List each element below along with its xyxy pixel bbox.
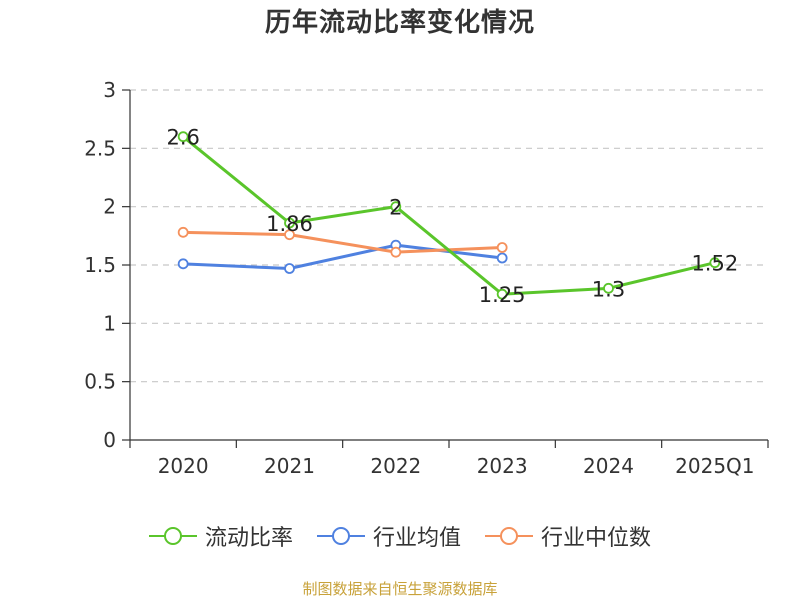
- series-1-point-0: [177, 258, 189, 270]
- data-label-4: 1.3: [592, 277, 625, 301]
- legend-industry-median-icon: [485, 527, 533, 545]
- series-0-point-0: [177, 131, 189, 143]
- x-tick-label-5: 2025Q1: [675, 454, 754, 478]
- data-source-note: 制图数据来自恒生聚源数据库: [302, 580, 498, 598]
- series-1-point-3: [496, 252, 508, 264]
- legend-item-industry-median[interactable]: 行业中位数: [485, 520, 651, 552]
- legend-label-industry-median: 行业中位数: [541, 526, 652, 551]
- legend-item-industry-average[interactable]: 行业均值: [316, 520, 461, 552]
- series-0-point-1: [284, 217, 295, 229]
- legend-label-industry-average: 行业均值: [372, 526, 461, 551]
- series-2-point-2: [390, 246, 402, 258]
- x-tick-label-4: 2024: [583, 454, 634, 478]
- legend-current-ratio-icon: [148, 527, 197, 545]
- legend-item-current-ratio[interactable]: 流动比率: [148, 520, 293, 552]
- y-tick-label-2: 1: [103, 311, 116, 335]
- x-tick-label-2: 2022: [370, 454, 421, 478]
- legend-label-current-ratio: 流动比率: [204, 526, 293, 551]
- series-0-point-5: [709, 257, 721, 269]
- data-label-2: 2: [389, 196, 402, 220]
- y-tick-label-1: 0.5: [84, 370, 116, 394]
- series-2-point-0: [177, 226, 189, 238]
- series-2-point-1: [284, 229, 295, 241]
- series-0-point-3: [496, 288, 508, 300]
- y-tick-label-0: 0: [103, 428, 116, 452]
- series-0-point-4: [603, 282, 614, 294]
- data-label-5: 1.52: [691, 252, 738, 276]
- chart-title: 历年流动比率变化情况: [264, 8, 535, 38]
- x-tick-label-3: 2023: [477, 454, 528, 478]
- series-line-0: [182, 135, 716, 296]
- y-tick-label-4: 2: [103, 195, 116, 219]
- x-tick-label-0: 2020: [158, 454, 209, 478]
- series-1-point-1: [284, 263, 295, 274]
- series-0-point-2: [390, 201, 402, 213]
- chart-legend: 流动比率 行业均值 行业中位数: [0, 520, 800, 552]
- y-tick-label-5: 2.5: [84, 136, 116, 160]
- y-tick-label-3: 1.5: [84, 253, 116, 277]
- x-tick-label-1: 2021: [264, 454, 315, 478]
- legend-industry-average-icon: [316, 527, 365, 545]
- series-line-2: [183, 230, 503, 254]
- data-label-0: 2.6: [166, 126, 199, 150]
- y-tick-label-6: 3: [103, 78, 116, 102]
- series-2-point-3: [496, 242, 508, 253]
- data-label-3: 1.25: [479, 283, 526, 307]
- data-label-1: 1.86: [266, 212, 313, 236]
